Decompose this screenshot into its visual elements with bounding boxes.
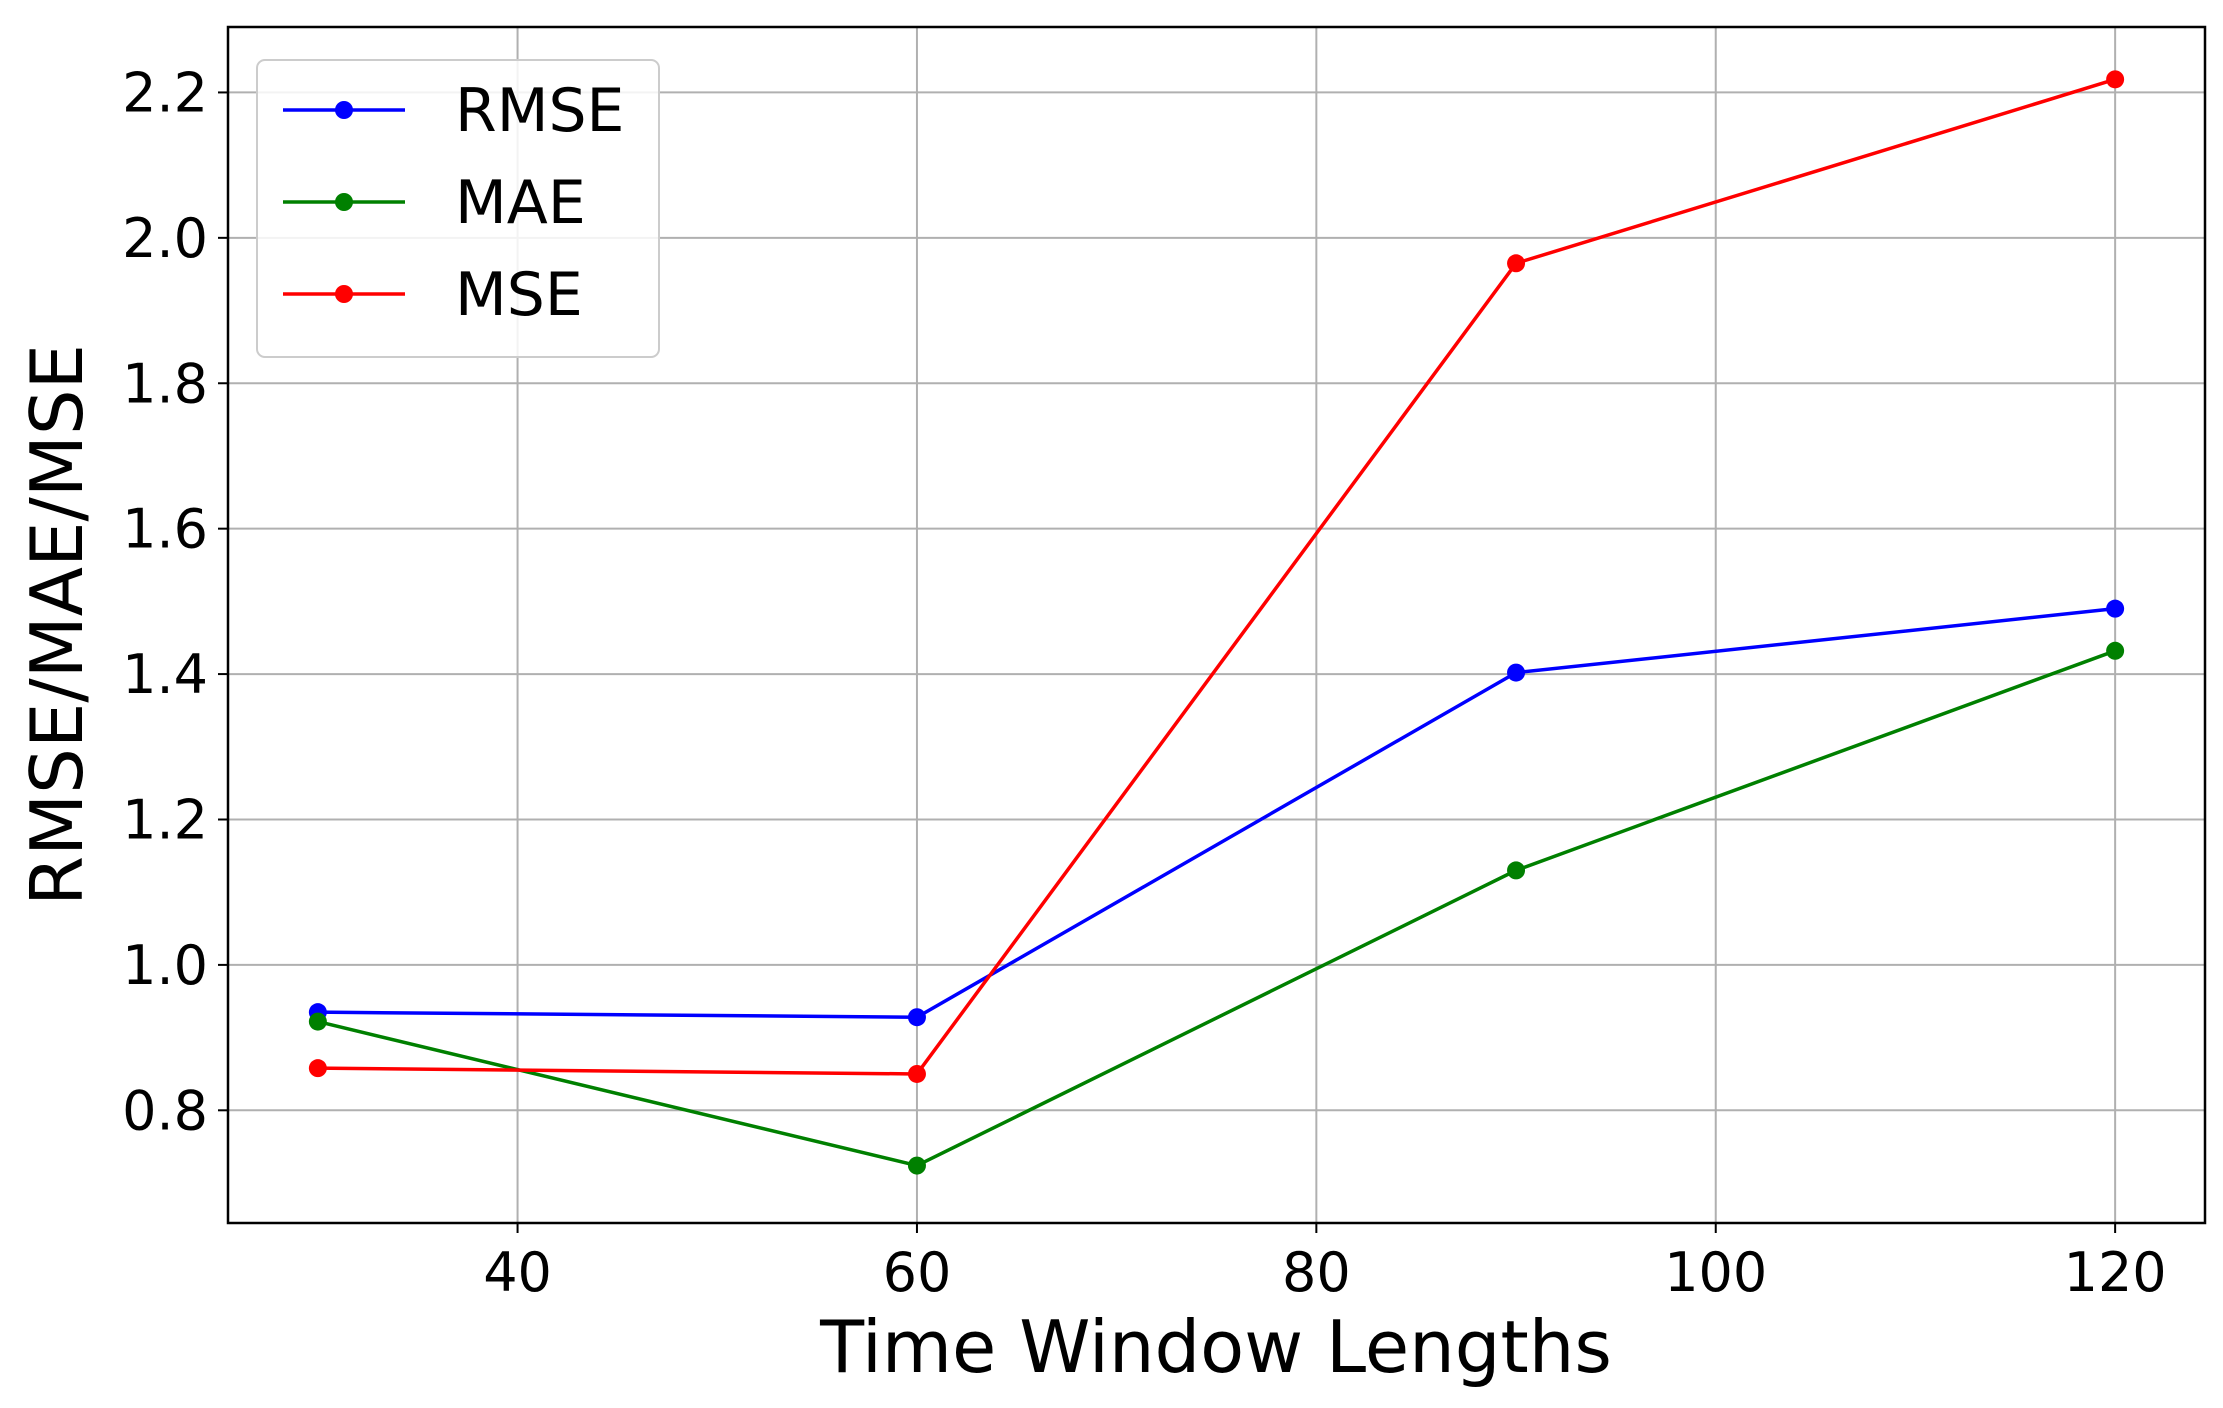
y-tick-label: 2.0 xyxy=(122,207,208,270)
data-point-mse xyxy=(308,1059,327,1078)
grid-lines xyxy=(228,27,2205,1223)
axis-ticks: 40 60 80 100 120 0.8 1.0 1.2 1.4 1.6 1.8 2.0 2.2 xyxy=(122,61,2167,1304)
data-point-rmse xyxy=(2106,599,2125,618)
data-point-mse xyxy=(2106,70,2125,89)
series-line-mae xyxy=(317,649,2116,1168)
y-tick-label: 1.0 xyxy=(122,934,208,997)
x-tick-label: 80 xyxy=(1282,1241,1351,1304)
series-lines xyxy=(308,70,2125,1175)
x-tick-label: 60 xyxy=(883,1241,952,1304)
x-tick-label: 120 xyxy=(2064,1241,2167,1304)
y-tick-label: 1.8 xyxy=(122,352,208,415)
legend: RMSE MAE MSE xyxy=(256,59,660,358)
y-tick-label: 1.4 xyxy=(122,643,208,706)
legend-marker-mae xyxy=(335,193,353,211)
series-line-mse xyxy=(317,77,2116,1076)
y-axis-title: RMSE/MAE/MSE xyxy=(15,344,99,906)
data-point-mse xyxy=(907,1064,926,1083)
y-tick-label: 2.2 xyxy=(122,61,208,124)
legend-label-rmse: RMSE xyxy=(455,76,624,146)
y-tick-label: 0.8 xyxy=(122,1079,208,1142)
x-axis-title: Time Window Lengths xyxy=(819,1305,1612,1389)
series-line-rmse xyxy=(317,606,2116,1019)
x-tick-label: 100 xyxy=(1664,1241,1767,1304)
data-point-mse xyxy=(1507,254,1526,273)
data-point-mae xyxy=(308,1012,327,1031)
data-point-mae xyxy=(907,1156,926,1175)
x-tick-label: 40 xyxy=(483,1241,552,1304)
legend-label-mae: MAE xyxy=(455,168,586,238)
legend-marker-mse xyxy=(335,285,353,303)
y-tick-label: 1.2 xyxy=(122,788,208,851)
data-point-mae xyxy=(2106,641,2125,660)
y-tick-label: 1.6 xyxy=(122,498,208,561)
legend-label-mse: MSE xyxy=(455,260,583,330)
data-point-rmse xyxy=(907,1008,926,1027)
legend-box xyxy=(256,59,660,358)
plot-frame xyxy=(226,25,2207,1225)
data-point-rmse xyxy=(1507,663,1526,682)
data-point-mae xyxy=(1507,861,1526,880)
legend-marker-rmse xyxy=(335,101,353,119)
